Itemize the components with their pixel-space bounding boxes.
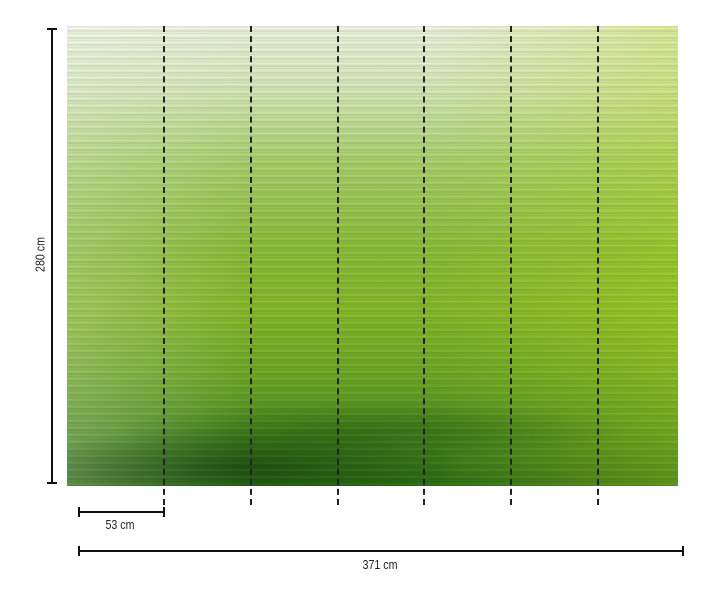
panel-width-label: 53 cm [105, 517, 135, 532]
wallpaper-mural-image [67, 26, 678, 486]
total-width-label: 371 cm [362, 557, 398, 572]
panel-seam-4 [423, 26, 425, 505]
panel-seam-3 [337, 26, 339, 505]
panel-seam-1 [163, 26, 165, 505]
panel-seam-6 [597, 26, 599, 505]
panel-seam-2 [250, 26, 252, 505]
height-label: 280 cm [32, 237, 48, 272]
panel-seam-5 [510, 26, 512, 505]
